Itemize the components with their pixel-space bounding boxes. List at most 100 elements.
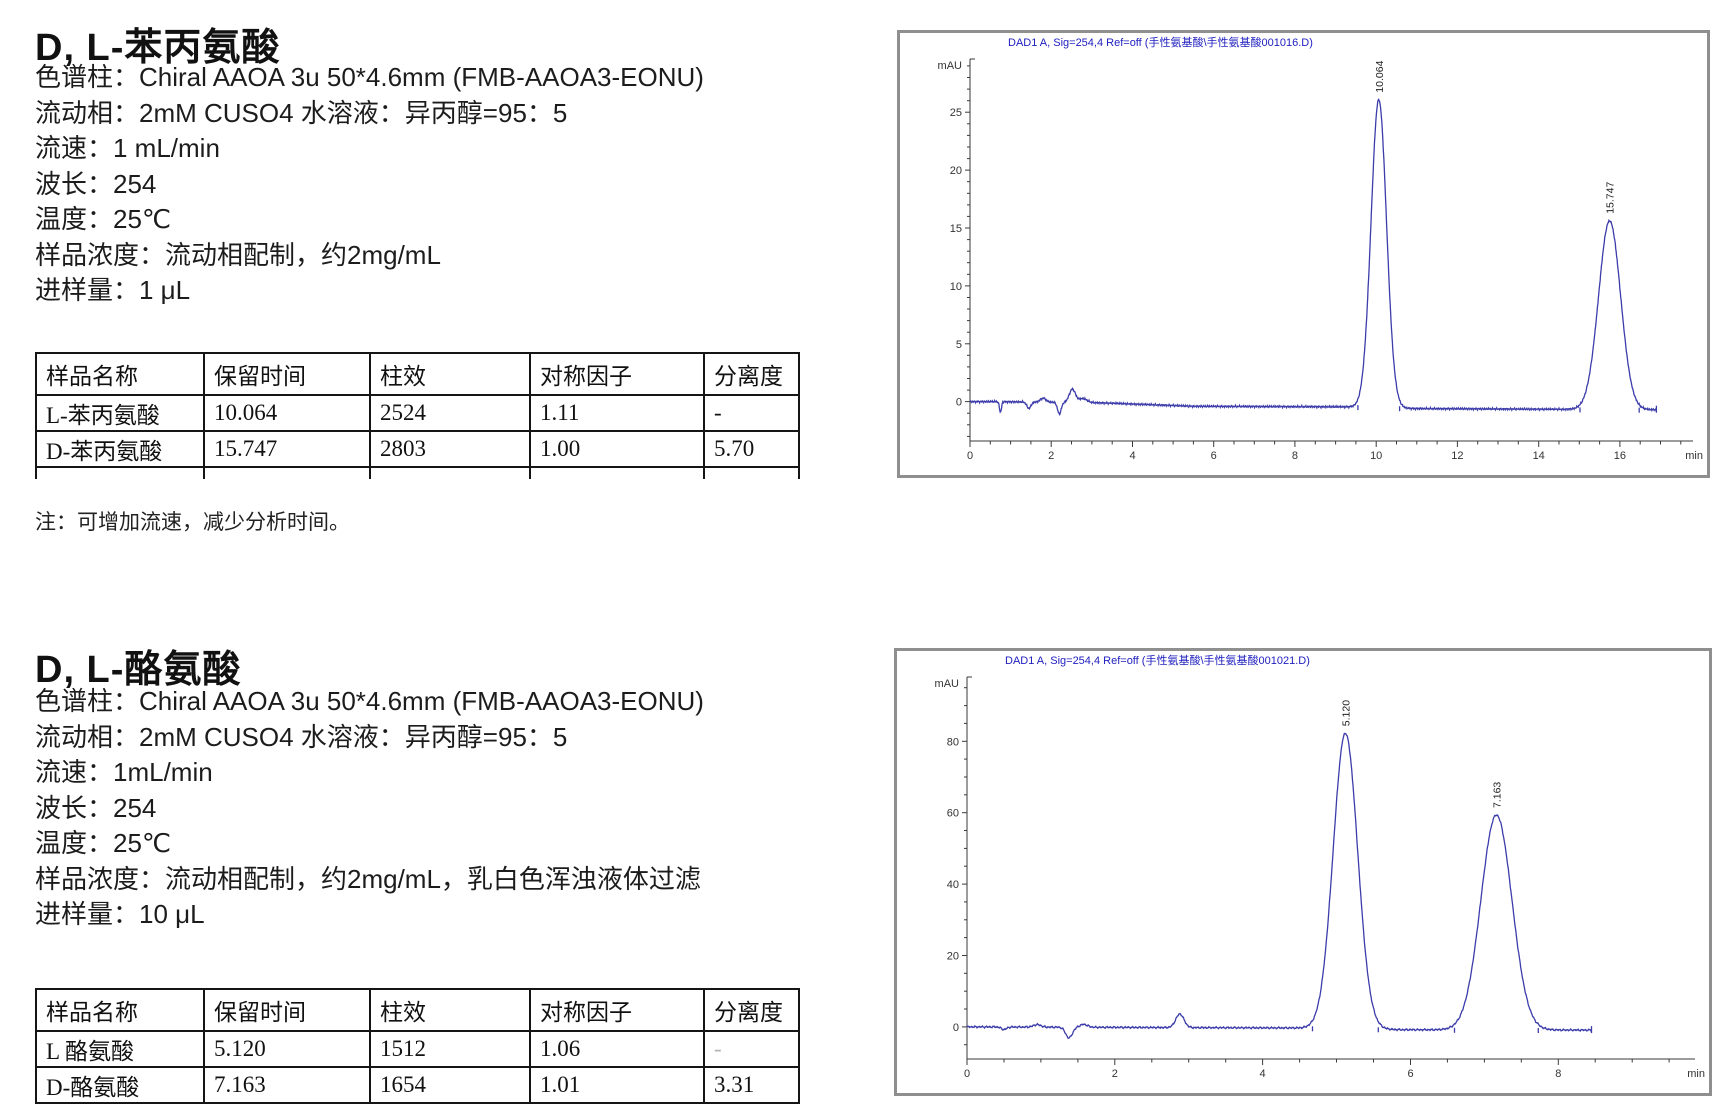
- table-cell: 1.11: [529, 394, 705, 432]
- table-cell: 2524: [369, 394, 531, 432]
- svg-text:4: 4: [1129, 450, 1135, 462]
- chromatogram-1-panel: DAD1 A, Sig=254,4 Ref=off (手性氨基酸\手性氨基酸00…: [897, 30, 1710, 478]
- svg-text:10: 10: [1370, 450, 1382, 462]
- method-param-line: 流速：1mL/min: [35, 757, 213, 787]
- svg-text:mAU: mAU: [935, 678, 960, 690]
- table-cell: 2803: [369, 430, 531, 468]
- method-param-line: 样品浓度：流动相配制，约2mg/mL: [35, 239, 441, 270]
- svg-text:0: 0: [964, 1068, 970, 1080]
- svg-text:mAU: mAU: [938, 60, 963, 72]
- table-cell: 3.31: [703, 1066, 800, 1104]
- table-header-cell: 样品名称: [35, 988, 205, 1032]
- section-2-results-table: 样品名称 保留时间 柱效 对称因子 分离度 L 酪氨酸 5.120 1512 1.06- D-酪氨…: [35, 988, 800, 1104]
- table-cell: -: [703, 1030, 800, 1068]
- svg-text:DAD1 A, Sig=254,4 Ref=off (手性氨: DAD1 A, Sig=254,4 Ref=off (手性氨基酸\手性氨基酸00…: [1008, 35, 1313, 49]
- table-cell: 10.064: [203, 394, 371, 432]
- svg-text:6: 6: [1211, 450, 1217, 462]
- svg-text:2: 2: [1112, 1068, 1118, 1080]
- method-param-line: 波长：254: [35, 168, 157, 199]
- svg-text:14: 14: [1533, 450, 1545, 462]
- table-row: D-苯丙氨酸 15.747 2803 1.00 5.70: [35, 430, 800, 468]
- table-header-cell: 柱效: [369, 988, 531, 1032]
- section-2-title: D, L-酪氨酸: [35, 649, 242, 691]
- table-header-row: 样品名称 保留时间 柱效 对称因子 分离度: [35, 352, 800, 396]
- table-cell: L 酪氨酸: [35, 1030, 205, 1068]
- svg-text:15.747: 15.747: [1605, 182, 1617, 214]
- svg-text:5: 5: [956, 339, 962, 351]
- table-border-stub: [798, 468, 800, 479]
- svg-text:5.120: 5.120: [1340, 700, 1352, 726]
- svg-text:12: 12: [1451, 450, 1463, 462]
- svg-text:15: 15: [950, 223, 962, 235]
- method-param-line: 进样量：10 μL: [35, 899, 205, 929]
- table-header-cell: 对称因子: [529, 352, 705, 396]
- table-cell: 15.747: [203, 430, 371, 468]
- table-header-cell: 柱效: [369, 352, 531, 396]
- svg-text:6: 6: [1407, 1068, 1413, 1080]
- svg-text:DAD1 A, Sig=254,4 Ref=off (手性氨: DAD1 A, Sig=254,4 Ref=off (手性氨基酸\手性氨基酸00…: [1005, 653, 1310, 667]
- section-1-method-params: 色谱柱：Chiral AAOA 3u 50*4.6mm (FMB-AAOA3-E…: [35, 60, 704, 309]
- svg-text:10: 10: [950, 281, 962, 293]
- section-1-title: D, L-苯丙氨酸: [35, 27, 281, 69]
- svg-text:40: 40: [947, 879, 959, 891]
- table-row: L 酪氨酸 5.120 1512 1.06-: [35, 1030, 800, 1068]
- table-border-stub: [203, 468, 205, 479]
- svg-text:0: 0: [953, 1022, 959, 1034]
- table-row: L-苯丙氨酸 10.064 2524 1.11-: [35, 394, 800, 432]
- svg-text:80: 80: [947, 736, 959, 748]
- chromatogram-1-chart: DAD1 A, Sig=254,4 Ref=off (手性氨基酸\手性氨基酸00…: [938, 35, 1703, 462]
- table-cell: 1.01: [529, 1066, 705, 1104]
- table-border-stub: [35, 468, 37, 479]
- method-param-line: 流动相：2mM CUSO4 水溶液：异丙醇=95：5: [35, 721, 568, 752]
- method-param-line: 温度：25℃: [35, 204, 172, 234]
- table-cell: 5.70: [703, 430, 800, 468]
- svg-text:min: min: [1685, 450, 1703, 462]
- table-cell: D-苯丙氨酸: [35, 430, 205, 468]
- table-cell: 1.06: [529, 1030, 705, 1068]
- svg-text:20: 20: [950, 165, 962, 177]
- svg-text:60: 60: [947, 808, 959, 820]
- method-param-line: 样品浓度：流动相配制，约2mg/mL，乳白色浑浊液体过滤: [35, 863, 701, 894]
- svg-text:4: 4: [1260, 1068, 1266, 1080]
- svg-text:8: 8: [1555, 1068, 1561, 1080]
- table-header-cell: 样品名称: [35, 352, 205, 396]
- section-1-note: 注：可增加流速，减少分析时间。: [35, 510, 350, 534]
- table-header-cell: 保留时间: [203, 352, 371, 396]
- svg-text:2: 2: [1048, 450, 1054, 462]
- svg-text:0: 0: [967, 450, 973, 462]
- svg-text:8: 8: [1292, 450, 1298, 462]
- section-1-table-cropped-row: [35, 468, 800, 479]
- table-header-cell: 分离度: [703, 352, 800, 396]
- table-cell: 1654: [369, 1066, 531, 1104]
- table-header-cell: 分离度: [703, 988, 800, 1032]
- table-cell: 1512: [369, 1030, 531, 1068]
- section-1-results-table: 样品名称 保留时间 柱效 对称因子 分离度 L-苯丙氨酸 10.064 2524 1.11- D-…: [35, 352, 800, 468]
- table-header-cell: 保留时间: [203, 988, 371, 1032]
- svg-text:0: 0: [956, 397, 962, 409]
- table-header-cell: 对称因子: [529, 988, 705, 1032]
- table-cell: 7.163: [203, 1066, 371, 1104]
- svg-text:16: 16: [1614, 450, 1626, 462]
- table-cell: L-苯丙氨酸: [35, 394, 205, 432]
- method-param-line: 流动相：2mM CUSO4 水溶液：异丙醇=95：5: [35, 97, 568, 128]
- table-border-stub: [703, 468, 705, 479]
- method-param-line: 温度：25℃: [35, 828, 172, 858]
- table-border-stub: [369, 468, 371, 479]
- method-param-line: 色谱柱：Chiral AAOA 3u 50*4.6mm (FMB-AAOA3-E…: [35, 62, 704, 92]
- table-cell: -: [703, 394, 800, 432]
- method-param-line: 色谱柱：Chiral AAOA 3u 50*4.6mm (FMB-AAOA3-E…: [35, 686, 704, 716]
- method-param-line: 流速：1 mL/min: [35, 133, 220, 163]
- table-border-stub: [529, 468, 531, 479]
- svg-text:20: 20: [947, 951, 959, 963]
- svg-text:min: min: [1687, 1068, 1705, 1080]
- svg-text:10.064: 10.064: [1374, 60, 1386, 92]
- chromatogram-2-chart: DAD1 A, Sig=254,4 Ref=off (手性氨基酸\手性氨基酸00…: [935, 653, 1705, 1080]
- section-2-method-params: 色谱柱：Chiral AAOA 3u 50*4.6mm (FMB-AAOA3-E…: [35, 684, 704, 933]
- table-cell: 5.120: [203, 1030, 371, 1068]
- chromatogram-2-panel: DAD1 A, Sig=254,4 Ref=off (手性氨基酸\手性氨基酸00…: [894, 648, 1712, 1096]
- svg-text:7.163: 7.163: [1491, 782, 1503, 808]
- svg-text:25: 25: [950, 107, 962, 119]
- table-row: D-酪氨酸 7.163 1654 1.01 3.31: [35, 1066, 800, 1104]
- table-header-row: 样品名称 保留时间 柱效 对称因子 分离度: [35, 988, 800, 1032]
